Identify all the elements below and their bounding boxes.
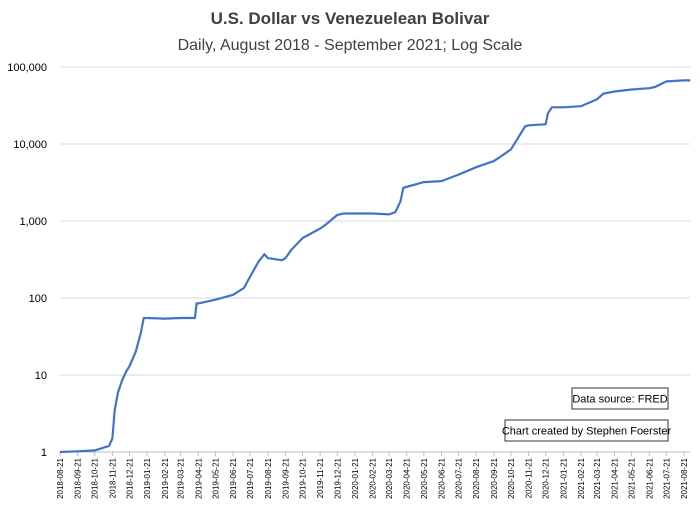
x-tick-label: 2018-08-21 — [56, 457, 65, 498]
data-source-box — [571, 387, 669, 410]
x-tick-label: 2021-02-21 — [577, 457, 586, 498]
x-tick-label: 2018-10-21 — [91, 457, 100, 498]
x-tick-label: 2019-01-21 — [143, 457, 152, 498]
chart-subtitle: Daily, August 2018 - September 2021; Log… — [178, 37, 523, 54]
series-layer — [59, 79, 691, 454]
x-tick-label: 2020-07-21 — [455, 457, 464, 498]
y-tick-label: 100 — [29, 293, 47, 305]
x-tick-label: 2020-10-21 — [507, 457, 516, 498]
x-tick-label: 2019-03-21 — [177, 457, 186, 498]
y-tick-label: 10 — [35, 370, 47, 382]
x-tick-label: 2019-09-21 — [281, 457, 290, 498]
x-tick-label: 2020-04-21 — [403, 457, 412, 498]
x-tick-label: 2021-01-21 — [559, 457, 568, 498]
x-tick-label: 2019-12-21 — [333, 457, 342, 498]
y-tick-label: 100,000 — [7, 62, 47, 74]
x-tick-label: 2019-02-21 — [161, 457, 170, 498]
x-tick-label: 2019-08-21 — [264, 457, 273, 498]
x-tick-label: 2020-05-21 — [420, 457, 429, 498]
y-tick-labels: 1 10 100 1,000 10,000 100,000 — [7, 62, 47, 459]
credit-annotation: Chart created by Stephen Foerster — [502, 419, 672, 442]
x-tick-label: 2018-09-21 — [74, 457, 83, 498]
x-tick-label: 2021-06-21 — [645, 457, 654, 498]
x-tick-label: 2019-06-21 — [229, 457, 238, 498]
x-tick-label: 2021-05-21 — [628, 457, 637, 498]
x-tick-label: 2019-04-21 — [194, 457, 203, 498]
x-tick-label: 2020-08-21 — [472, 457, 481, 498]
x-tick-label: 2021-04-21 — [611, 457, 620, 498]
x-tick-label: 2019-07-21 — [246, 457, 255, 498]
x-tick-label: 2018-11-21 — [108, 457, 117, 498]
x-tick-label: 2019-10-21 — [299, 457, 308, 498]
x-tick-label: 2020-12-21 — [542, 457, 551, 498]
x-tick-label: 2019-11-21 — [316, 457, 325, 498]
x-tick-label: 2021-03-21 — [593, 457, 602, 498]
x-tick-label: 2021-07-21 — [662, 457, 671, 498]
x-tick-labels: 2018-08-21 2018-09-21 2018-10-21 2018-11-21… — [56, 457, 689, 498]
x-tick-label: 2020-03-21 — [385, 457, 394, 498]
x-tick-label: 2020-09-21 — [490, 457, 499, 498]
y-tick-label: 1 — [41, 447, 47, 459]
x-tick-label: 2020-11-21 — [525, 457, 534, 498]
credit-text: Chart created by Stephen Foerster — [502, 426, 672, 438]
data-source-annotation: Data source: FRED — [571, 387, 669, 410]
y-tick-label: 10,000 — [13, 139, 47, 151]
gridlines — [60, 66, 690, 376]
x-tick-label: 2020-02-21 — [369, 457, 378, 498]
x-tick-label: 2020-01-21 — [351, 457, 360, 498]
x-tick-label: 2020-06-21 — [437, 457, 446, 498]
axes — [59, 451, 690, 456]
x-tick-label: 2021-08-21 — [680, 457, 689, 498]
chart-title: U.S. Dollar vs Venezuelean Bolivar — [211, 9, 490, 28]
y-tick-label: 1,000 — [19, 216, 47, 228]
series-line — [59, 79, 691, 454]
data-source-text: Data source: FRED — [572, 394, 667, 406]
x-tick-label: 2019-05-21 — [211, 457, 220, 498]
credit-box — [504, 419, 669, 442]
x-tick-label: 2018-12-21 — [125, 457, 134, 498]
